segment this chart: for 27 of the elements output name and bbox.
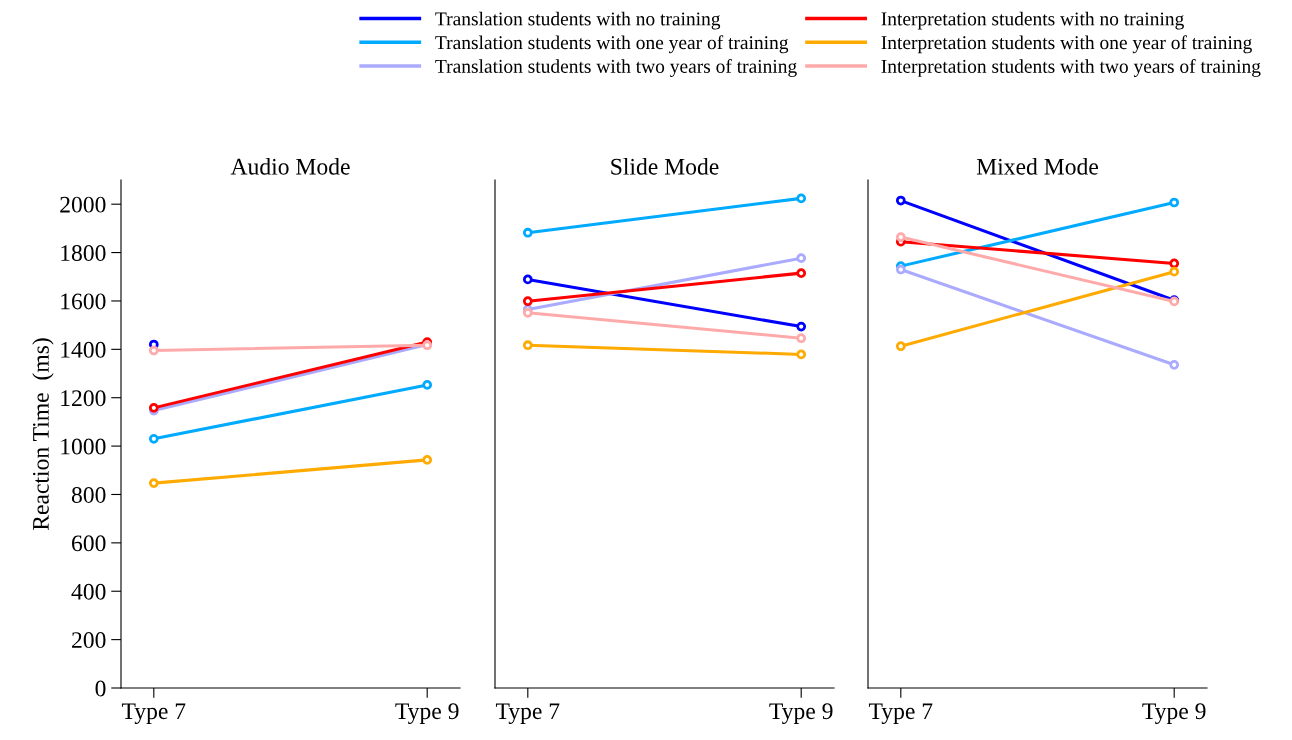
y-tick-label: 600 (72, 535, 106, 552)
x-tick-label: Type 7 (121, 703, 186, 724)
chart-title: Audio Mode (230, 158, 350, 175)
y-axis-title: Reaction Time (ms) (32, 338, 54, 531)
x-tick-label: Type 9 (769, 703, 833, 724)
y-tick-label: 400 (71, 583, 106, 600)
legend-label: Interpretation students with one year of training (881, 35, 1252, 54)
x-tick-label: Type 9 (395, 703, 459, 724)
y-tick-label: 200 (72, 632, 106, 649)
y-tick-label: 1800 (61, 245, 106, 261)
legend-label: Translation students with two years of training (435, 59, 797, 77)
y-tick-label: 800 (71, 486, 106, 503)
x-tick-label: Type 9 (1142, 703, 1206, 724)
x-tick-label: Type 7 (868, 703, 933, 724)
y-tick-label: 0 (95, 680, 106, 697)
y-tick-label: 2000 (60, 196, 106, 213)
legend-label: Interpretation students with no training (881, 11, 1184, 30)
y-tick-label: 1400 (61, 341, 106, 358)
legend-label: Translation students with no training (435, 11, 721, 30)
legend-label: Interpretation students with two years of training (881, 59, 1261, 77)
x-tick-label: Type 7 (495, 703, 560, 724)
y-tick-label: 1200 (61, 390, 106, 407)
y-tick-label: 1000 (61, 438, 106, 455)
chart-title: Slide Mode (611, 158, 719, 175)
chart-title: Mixed Mode (976, 158, 1098, 175)
legend-label: Translation students with one year of training (435, 35, 789, 54)
y-tick-label: 1600 (61, 293, 106, 310)
